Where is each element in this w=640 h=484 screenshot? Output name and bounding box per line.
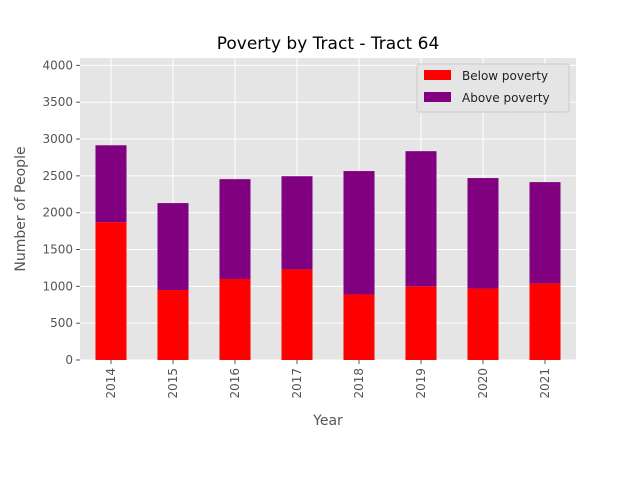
bar-above-poverty-2014 [95,145,127,223]
x-tick-label: 2014 [104,368,118,399]
bar-below-poverty-2018 [343,294,375,360]
y-axis-label: Number of People [13,146,29,271]
bar-above-poverty-2019 [405,151,437,287]
bar-below-poverty-2014 [95,222,127,360]
bar-below-poverty-2017 [281,269,313,360]
bar-below-poverty-2019 [405,286,437,360]
x-tick-label: 2016 [228,368,242,399]
y-tick-label: 3500 [42,95,73,109]
x-tick-label: 2020 [476,368,490,399]
x-tick-label: 2017 [290,368,304,399]
legend-swatch-above-poverty [424,92,451,102]
bar-below-poverty-2015 [157,290,189,360]
y-tick-label: 1500 [42,243,73,257]
x-tick-label: 2018 [352,368,366,399]
bar-above-poverty-2016 [219,179,251,279]
y-tick-label: 0 [65,353,73,367]
y-axis-ticks: 0 500 1000 1500 2000 2500 3000 3500 4000 [42,58,80,367]
bar-below-poverty-2020 [467,288,499,360]
y-tick-label: 500 [50,316,73,330]
x-tick-label: 2019 [414,368,428,399]
bar-above-poverty-2018 [343,171,375,295]
bar-above-poverty-2017 [281,176,313,270]
y-tick-label: 4000 [42,58,73,72]
legend-box [416,63,570,113]
legend-label-above-poverty: Above poverty [462,91,550,105]
bar-above-poverty-2015 [157,203,189,291]
bar-below-poverty-2021 [529,283,561,360]
legend-label-below-poverty: Below poverty [462,69,548,83]
y-tick-label: 3000 [42,132,73,146]
y-tick-label: 2000 [42,206,73,220]
x-tick-label: 2015 [166,368,180,399]
bar-below-poverty-2016 [219,278,251,360]
legend-swatch-below-poverty [424,70,451,80]
bar-above-poverty-2021 [529,182,561,284]
y-tick-label: 2500 [42,169,73,183]
x-axis-ticks: 2014 2015 2016 2017 2018 2019 2020 2021 [104,360,552,399]
bar-above-poverty-2020 [467,178,499,289]
bars-group [95,145,561,360]
chart-title: Poverty by Tract - Tract 64 [217,34,440,54]
x-axis-label: Year [312,413,343,429]
x-tick-label: 2021 [538,368,552,399]
legend: Below poverty Above poverty [416,63,570,113]
y-tick-label: 1000 [42,279,73,293]
